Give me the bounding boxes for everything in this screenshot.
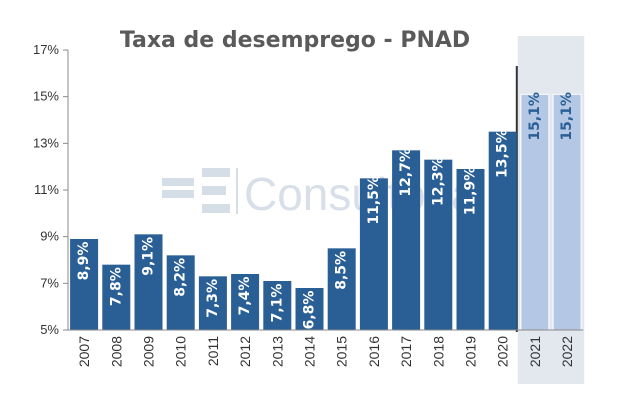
x-tick-label: 2009 [141,336,157,367]
x-tick-label: 2012 [237,336,253,367]
x-tick-label: 2007 [76,336,92,367]
bar-value-label: 7,4% [237,277,253,316]
y-tick-label: 11% [34,182,59,197]
bar [359,178,388,330]
bar-value-label: 12,7% [398,148,414,197]
bar-value-label: 7,8% [108,267,124,306]
x-axis: 2007 2008 2009 2010 2011 2012 2013 2014 2015 2016… [68,329,584,367]
bar [231,274,260,330]
x-tick-label: 2019 [463,336,479,367]
bar-value-label: 15,1% [559,92,575,141]
x-tick-label: 2017 [398,336,414,367]
x-tick-label: 2015 [334,336,350,367]
x-tick-label: 2022 [559,336,575,367]
bar-value-label: 8,5% [334,251,350,290]
bar-value-label: 8,2% [173,258,189,297]
y-tick-label: 13% [33,135,59,150]
y-tick-label: 7% [40,275,59,290]
bar-value-label: 12,3% [430,157,446,206]
bar [102,264,131,330]
bar [263,281,292,330]
bar-value-label: 15,1% [527,92,543,141]
x-tick-label: 2018 [430,336,446,367]
bar [327,248,356,330]
bar [295,288,324,330]
x-tick-label: 2021 [527,336,543,367]
y-tick-label: 9% [40,229,59,244]
bar-projected [552,93,582,331]
bar-value-label: 8,9% [76,242,92,281]
bar-value-label: 7,3% [205,279,221,318]
bar-value-label: 11,9% [463,167,479,216]
bar-value-label: 9,1% [141,237,157,276]
y-axis: 5% 7% 9% 11% 13% 15% 17% [33,42,69,337]
bar [488,131,517,330]
bar [456,169,485,330]
y-tick-label: 5% [40,322,59,337]
x-tick-label: 2010 [173,336,189,367]
bar-value-label: 6,8% [302,291,318,330]
bar [166,255,195,330]
y-tick-label: 17% [33,42,59,57]
chart-title: Taxa de desemprego - PNAD [120,28,470,53]
bar [424,159,453,330]
bar-projected [520,93,550,331]
x-tick-label: 2020 [495,336,511,367]
bar [392,150,421,330]
bar-value-label: 7,1% [269,284,285,323]
watermark-logo [162,168,238,214]
y-tick-label: 15% [33,89,59,104]
x-tick-label: 2011 [205,336,221,366]
bar-value-label: 11,5% [366,176,382,225]
x-tick-label: 2014 [302,336,318,367]
bars: 8,9% 7,8% 9,1% 8,2% 7,3% 7,4% 7,1% 6,8% 8,5% 11,5… [70,92,582,331]
x-tick-label: 2008 [108,336,124,367]
x-tick-label: 2016 [366,336,382,367]
bar [198,276,227,330]
bar-value-label: 13,5% [495,129,511,178]
bar [134,234,163,330]
x-tick-label: 2013 [269,336,285,367]
bar [70,239,99,330]
